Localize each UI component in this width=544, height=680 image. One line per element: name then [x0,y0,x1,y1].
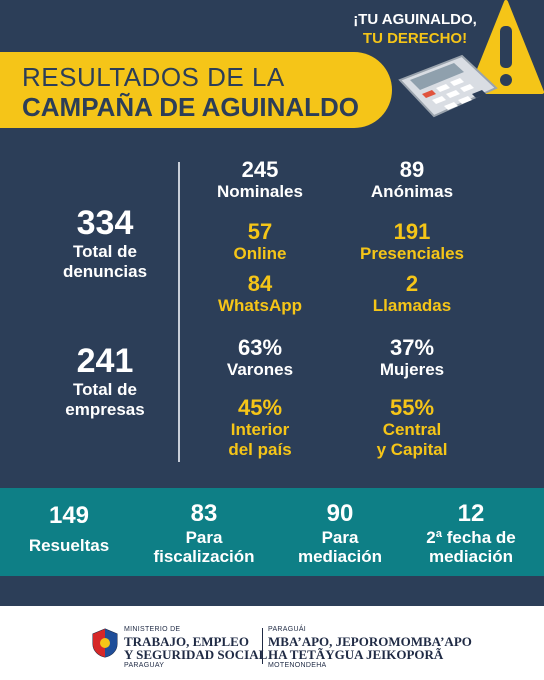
guarani-line-2: HA TETÃYGUA JEIKOPORÃ [268,647,444,662]
guarani-line-1: MBA’APO, JEPOROMOMBA’APO [268,634,472,649]
total-empresas-value: 241 [76,342,134,380]
nominales-value: 245 [241,157,279,182]
online-label: Online [233,244,287,263]
interior-value: 45% [237,395,283,420]
anonimas-label: Anónimas [370,182,454,201]
stat-llamadas: 2 Llamadas [340,272,484,316]
interior-label-2: del país [228,440,292,459]
vertical-divider [178,162,180,462]
online-value: 57 [247,219,273,244]
header-area: RESULTADOS DE LA CAMPAÑA DE AGUINALDO ¡T… [0,0,544,140]
segunda-value: 12 [457,500,485,527]
stat-fiscalizacion: 83 Para fiscalización [134,500,274,566]
mediacion-label-1: Para [321,528,359,547]
segunda-label-1: 2ª fecha de [426,528,516,547]
stat-segunda-fecha: 12 2ª fecha de mediación [404,500,538,566]
country-left: PARAGUAY [124,662,165,669]
stat-central: 55% Central y Capital [340,396,484,460]
mujeres-label: Mujeres [379,360,445,379]
fiscalizacion-label-1: Para [185,528,223,547]
calculator-icon [398,54,498,118]
presenciales-label: Presenciales [360,244,464,263]
llamadas-value: 2 [405,271,419,296]
stat-mujeres: 37% Mujeres [340,336,484,380]
fiscalizacion-label-2: fiscalización [153,547,255,566]
footer: MINISTERIO DE TRABAJO, EMPLEO Y SEGURIDA… [0,606,544,680]
stat-mediacion: 90 Para mediación [280,500,400,566]
slogan-line-2: TU DERECHO! [362,30,468,47]
central-label-1: Central [382,420,442,439]
country-right-small: PARAGUÁI [268,626,307,633]
presenciales-value: 191 [393,219,431,244]
title-line-2: CAMPAÑA DE AGUINALDO [22,92,360,122]
whatsapp-value: 84 [247,271,273,296]
stat-nominales: 245 Nominales [190,158,330,202]
central-label-2: y Capital [376,440,448,459]
title-banner: RESULTADOS DE LA CAMPAÑA DE AGUINALDO [0,52,392,128]
stat-anonimas: 89 Anónimas [340,158,484,202]
fiscalizacion-value: 83 [190,500,218,527]
mediacion-label-2: mediación [297,547,383,566]
stat-interior: 45% Interior del país [190,396,330,460]
total-denuncias: 334 Total de denuncias [40,204,170,282]
llamadas-label: Llamadas [372,296,452,315]
varones-value: 63% [237,335,283,360]
mujeres-value: 37% [389,335,435,360]
whatsapp-label: WhatsApp [217,296,303,315]
total-denuncias-label-1: Total de [73,242,137,261]
total-empresas-label-1: Total de [73,380,137,399]
footer-divider [262,628,263,664]
warning-icon [468,0,544,94]
total-denuncias-label-2: denuncias [62,262,148,281]
nominales-label: Nominales [217,182,303,201]
varones-label: Varones [226,360,294,379]
stat-varones: 63% Varones [190,336,330,380]
total-empresas-label-2: empresas [65,400,145,419]
ministry-line-1: TRABAJO, EMPLEO [124,634,249,649]
stat-online: 57 Online [190,220,330,264]
bottom-gap [0,576,544,606]
slogan: ¡TU AGUINALDO, TU DERECHO! [350,10,480,48]
resueltas-value: 149 [48,502,90,529]
stat-resueltas: 149 Resueltas [10,502,128,555]
seal-icon [92,628,118,658]
mediacion-value: 90 [326,500,354,527]
segunda-label-2: mediación [428,547,514,566]
slogan-line-1: ¡TU AGUINALDO, [353,11,477,28]
guarani-small: MOTENONDEHA [268,662,327,669]
anonimas-value: 89 [399,157,425,182]
interior-label-1: Interior [230,420,290,439]
resueltas-label: Resueltas [28,536,110,555]
title-line-1: RESULTADOS DE LA [22,62,285,92]
central-value: 55% [389,395,435,420]
stat-presenciales: 191 Presenciales [340,220,484,264]
ministry-line-2: Y SEGURIDAD SOCIAL [124,647,268,662]
stat-whatsapp: 84 WhatsApp [190,272,330,316]
ministry-small: MINISTERIO DE [124,626,181,633]
total-denuncias-value: 334 [76,204,134,242]
total-empresas: 241 Total de empresas [40,342,170,420]
results-band: 149 Resueltas 83 Para fiscalización 90 P… [0,488,544,576]
